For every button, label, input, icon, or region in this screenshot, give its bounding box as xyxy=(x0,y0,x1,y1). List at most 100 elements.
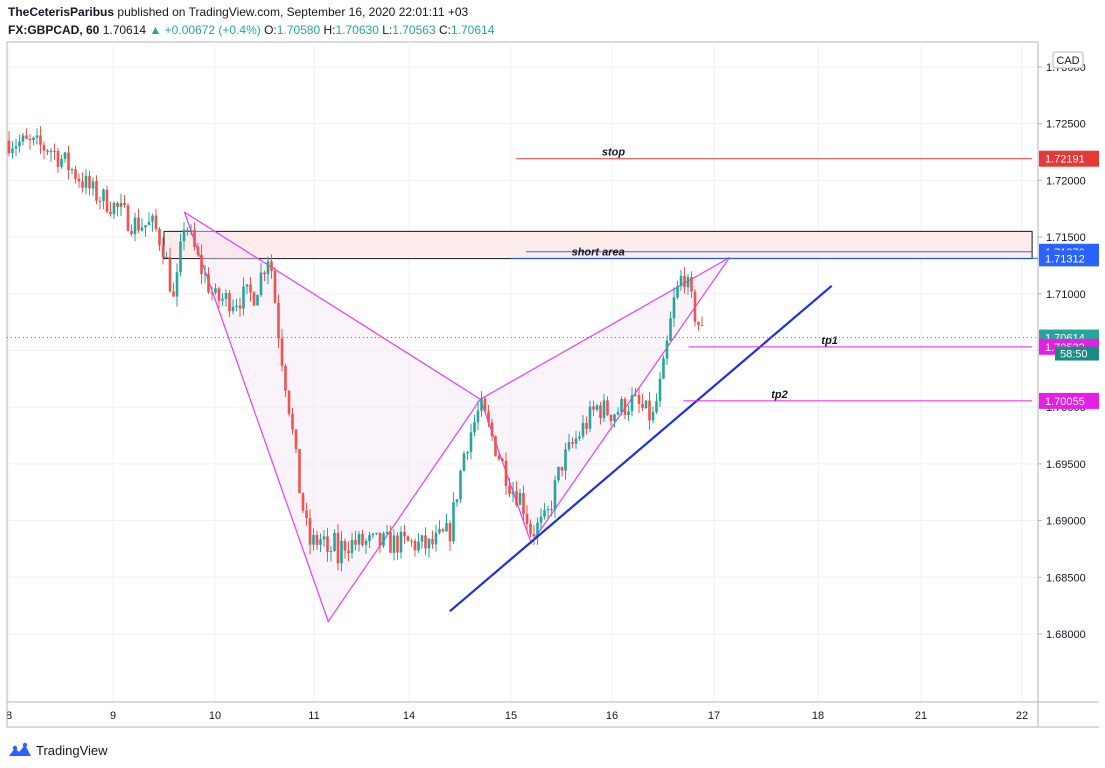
candle-body xyxy=(483,398,487,412)
candle-body xyxy=(137,217,140,231)
y-tick-label: 1.68500 xyxy=(1046,572,1086,584)
candle-body xyxy=(175,272,179,297)
candle-body xyxy=(427,538,431,549)
candle-body xyxy=(312,535,315,545)
price-chart[interactable]: 1.730001.725001.720001.715001.710001.705… xyxy=(0,0,1105,738)
candle-body xyxy=(305,510,308,519)
x-tick-label: 9 xyxy=(110,710,116,722)
price-labels: 1.721911.713701.713121.706141.705321.700… xyxy=(1039,150,1099,409)
tradingview-brand[interactable]: TradingView xyxy=(36,742,108,758)
candle-body xyxy=(18,141,21,147)
candle-body xyxy=(364,541,368,545)
candle-body xyxy=(413,540,417,551)
candle-body xyxy=(606,400,609,415)
candle-body xyxy=(546,509,550,511)
candles[interactable] xyxy=(7,126,704,572)
chart-header: TheCeterisParibus published on TradingVi… xyxy=(8,3,1098,41)
candle-body xyxy=(259,272,263,296)
candle-body xyxy=(641,403,644,408)
candle-body xyxy=(144,225,147,228)
candle-body xyxy=(466,451,469,454)
candle-body xyxy=(494,436,497,456)
low-value: 1.70563 xyxy=(392,23,436,37)
candle-body xyxy=(186,229,189,232)
candle-body xyxy=(588,406,592,429)
currency-badge-box xyxy=(1052,51,1084,69)
candle-body xyxy=(88,175,91,189)
price-label-box xyxy=(1039,392,1099,409)
candle-body xyxy=(511,491,515,495)
candle-body xyxy=(14,146,18,149)
publish-line: TheCeterisParibus published on TradingVi… xyxy=(8,5,468,19)
candle-body xyxy=(98,200,102,202)
candle-body xyxy=(595,405,599,410)
candle-body xyxy=(620,399,623,412)
price-label-text: 1.72191 xyxy=(1045,154,1085,166)
candle-body xyxy=(210,292,214,294)
candle-body xyxy=(469,432,473,452)
candle-body xyxy=(119,202,123,207)
candle-body xyxy=(480,398,483,411)
candle-body xyxy=(350,539,354,554)
candle-body xyxy=(207,273,210,293)
annotation-label: short area xyxy=(572,246,625,258)
annotation-tp1[interactable]: tp1 xyxy=(688,335,1033,348)
candle-body xyxy=(700,324,704,326)
candle-body xyxy=(487,411,490,423)
candle-body xyxy=(284,365,287,391)
price-label-text: 1.70055 xyxy=(1045,396,1085,408)
candle-body xyxy=(550,509,553,511)
candle-body xyxy=(81,181,84,188)
publish-info: published on TradingView.com, September … xyxy=(117,5,469,19)
candle-body xyxy=(361,533,364,545)
candle-body xyxy=(452,502,455,542)
candle-body xyxy=(39,135,42,145)
candle-body xyxy=(256,295,259,306)
candle-body xyxy=(669,318,672,341)
annotation-short-area[interactable]: short area xyxy=(511,246,1038,259)
open-label: O: xyxy=(264,23,277,37)
annotation-label: stop xyxy=(602,147,626,159)
candle-body xyxy=(557,466,560,481)
candle-body xyxy=(294,429,298,449)
candle-body xyxy=(658,378,662,402)
candle-body xyxy=(84,175,88,188)
candle-body xyxy=(630,395,634,412)
candle-body xyxy=(21,135,25,142)
candle-body xyxy=(42,144,46,151)
price-label-box xyxy=(1039,250,1099,267)
open-value: 1.70580 xyxy=(276,23,321,37)
annotation-stop[interactable]: stop xyxy=(516,147,1033,160)
x-tick-label: 18 xyxy=(812,710,824,722)
candle-body xyxy=(336,532,340,564)
candle-body xyxy=(105,189,109,212)
candle-body xyxy=(112,202,116,215)
plot-area[interactable] xyxy=(6,41,1039,703)
candle-body xyxy=(158,228,161,246)
footer: TradingView xyxy=(8,740,108,760)
pattern-xb-line[interactable] xyxy=(184,211,481,400)
candle-body xyxy=(60,159,63,167)
candle-body xyxy=(392,535,396,553)
author-name[interactable]: TheCeterisParibus xyxy=(8,5,115,19)
candle-body xyxy=(308,518,312,545)
candle-body xyxy=(116,202,119,207)
candle-body xyxy=(347,550,350,554)
candle-body xyxy=(501,459,504,461)
annotation-tp2[interactable]: tp2 xyxy=(683,389,1033,402)
price-change: +0.00672 (+0.4%) xyxy=(164,23,261,37)
candle-body xyxy=(637,394,641,404)
candle-body xyxy=(130,230,133,235)
candle-body xyxy=(539,516,543,523)
candle-body xyxy=(697,321,700,325)
candle-body xyxy=(154,215,158,229)
currency-badge[interactable]: CAD xyxy=(1052,51,1084,69)
candle-body xyxy=(77,178,81,182)
candle-body xyxy=(543,510,546,517)
candle-body xyxy=(53,150,56,152)
candle-body xyxy=(693,291,697,322)
support-trendline[interactable] xyxy=(449,284,833,613)
candle-body xyxy=(368,535,371,542)
candle-body xyxy=(616,411,620,415)
candle-body xyxy=(280,338,284,366)
